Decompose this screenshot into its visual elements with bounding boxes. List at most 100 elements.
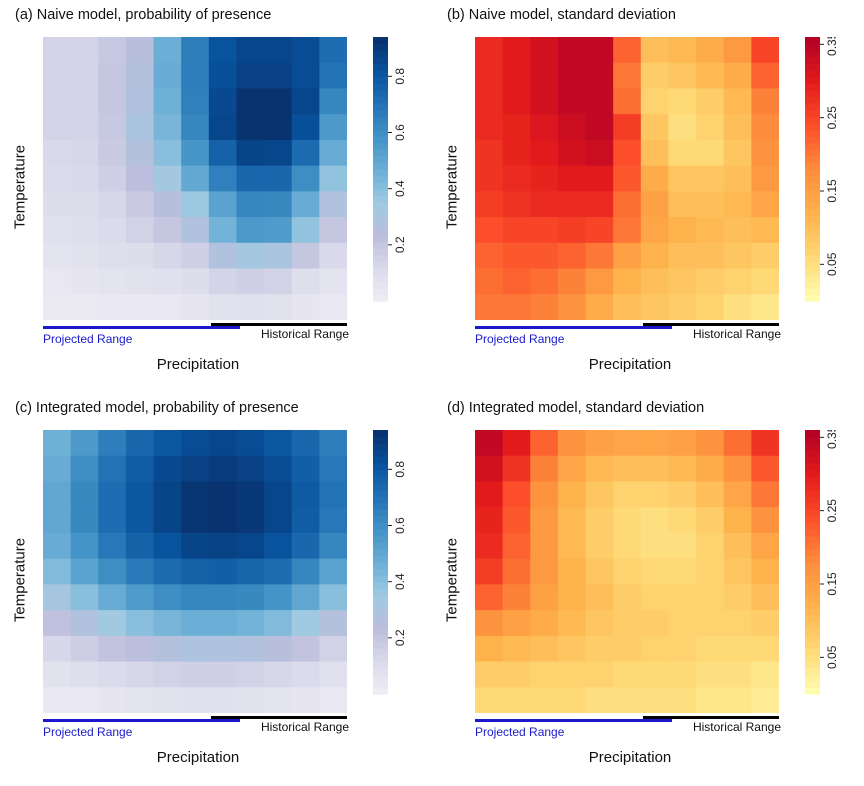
heatmap-cell: [70, 217, 99, 244]
heatmap-cell: [613, 558, 642, 585]
colorbar-segment: [805, 614, 820, 622]
colorbar-segment: [805, 568, 820, 576]
heatmap-cell: [319, 610, 347, 637]
colorbar-segment: [805, 535, 820, 543]
historical-range-bar: [643, 716, 779, 719]
heatmap-cell: [70, 532, 99, 560]
colorbar-segment: [805, 215, 820, 223]
colorbar-segment: [805, 169, 820, 177]
heatmap-cell: [291, 294, 320, 320]
heatmap-cell: [70, 661, 99, 688]
colorbar-segment: [373, 83, 388, 91]
heatmap-cell: [696, 687, 725, 713]
heatmap-cell: [43, 661, 72, 688]
heatmap-cell: [475, 242, 504, 270]
heatmap-cell: [640, 88, 670, 115]
heatmap-cell: [181, 610, 210, 637]
colorbar-segment: [805, 228, 820, 236]
panel-d: (d) Integrated model, standard deviation…: [432, 393, 864, 786]
heatmap-cell: [208, 687, 238, 713]
heatmap-cell: [640, 687, 670, 713]
colorbar-segment: [373, 469, 388, 477]
heatmap-cell: [530, 191, 559, 218]
heatmap-cell: [475, 268, 504, 295]
heatmap-cell: [208, 455, 238, 483]
heatmap-cell: [153, 481, 182, 508]
colorbar-tick-label: 0.15: [825, 572, 839, 596]
heatmap-cell: [98, 481, 127, 508]
heatmap-cell: [668, 584, 697, 611]
heatmap-cell: [125, 114, 155, 141]
heatmap-cell: [319, 242, 347, 270]
colorbar-segment: [805, 268, 820, 276]
projected-range-bar: [475, 719, 672, 722]
colorbar-segment: [373, 228, 388, 236]
heatmap-cell: [751, 481, 779, 508]
heatmap-cell: [723, 139, 752, 167]
heatmap-cell: [530, 661, 559, 688]
heatmap-cell: [502, 584, 531, 611]
heatmap-cell: [98, 635, 127, 663]
heatmap-cell: [153, 88, 182, 115]
historical-range-bar: [211, 716, 347, 719]
heatmap-cell: [208, 88, 238, 115]
panel-b: (b) Naive model, standard deviation Temp…: [432, 0, 864, 393]
heatmap-cell: [98, 88, 127, 115]
colorbar-segment: [373, 555, 388, 563]
heatmap-cell: [98, 532, 127, 560]
colorbar-segment: [805, 50, 820, 58]
heatmap-cell: [43, 687, 72, 713]
colorbar-segment: [805, 221, 820, 229]
heatmap-cell: [751, 532, 779, 560]
heatmap-cell: [475, 481, 504, 508]
colorbar-segment: [373, 680, 388, 688]
heatmap-cell: [98, 242, 127, 270]
heatmap-cell: [613, 430, 642, 457]
colorbar-segment: [805, 103, 820, 111]
heatmap-cell: [585, 687, 614, 713]
heatmap-cell: [613, 139, 642, 167]
heatmap-cell: [264, 584, 293, 611]
heatmap-cell: [475, 114, 504, 141]
heatmap-cell: [668, 610, 697, 637]
heatmap-cell: [475, 635, 504, 663]
colorbar-segment: [373, 522, 388, 530]
heatmap-cell: [181, 268, 210, 295]
heatmap-cell: [668, 294, 697, 320]
colorbar-segment: [805, 254, 820, 262]
heatmap-cell: [125, 88, 155, 115]
heatmap-cell: [291, 37, 320, 64]
colorbar-tick-label: 0.05: [825, 252, 839, 276]
heatmap-cell: [585, 584, 614, 611]
heatmap-cell: [668, 430, 697, 457]
colorbar-segment: [373, 687, 388, 695]
y-axis-label: Temperature: [11, 144, 29, 230]
heatmap-cell: [125, 268, 155, 295]
heatmap-cell: [70, 507, 99, 534]
heatmap-cell: [236, 268, 265, 295]
heatmap-cell: [319, 88, 347, 115]
heatmap-cell: [557, 687, 587, 713]
heatmap-cell: [502, 37, 531, 64]
heatmap-cell: [98, 294, 127, 320]
colorbar-segment: [373, 287, 388, 295]
panel-title: (c) Integrated model, probability of pre…: [15, 400, 299, 416]
heatmap-cell: [43, 558, 72, 585]
heatmap-cell: [43, 114, 72, 141]
heatmap-cell: [43, 217, 72, 244]
heatmap: [43, 430, 347, 713]
colorbar-segment: [805, 436, 820, 444]
heatmap-cell: [236, 558, 265, 585]
heatmap-cell: [264, 610, 293, 637]
colorbar-segment: [373, 581, 388, 589]
colorbar-segment: [373, 175, 388, 183]
heatmap-cell: [319, 37, 347, 64]
heatmap-cell: [723, 661, 752, 688]
colorbar-segment: [373, 463, 388, 471]
colorbar-segment: [373, 641, 388, 649]
heatmap-cell: [502, 242, 531, 270]
heatmap-cell: [751, 62, 779, 90]
colorbar-segment: [805, 142, 820, 150]
colorbar-segment: [805, 601, 820, 609]
heatmap-cell: [291, 217, 320, 244]
